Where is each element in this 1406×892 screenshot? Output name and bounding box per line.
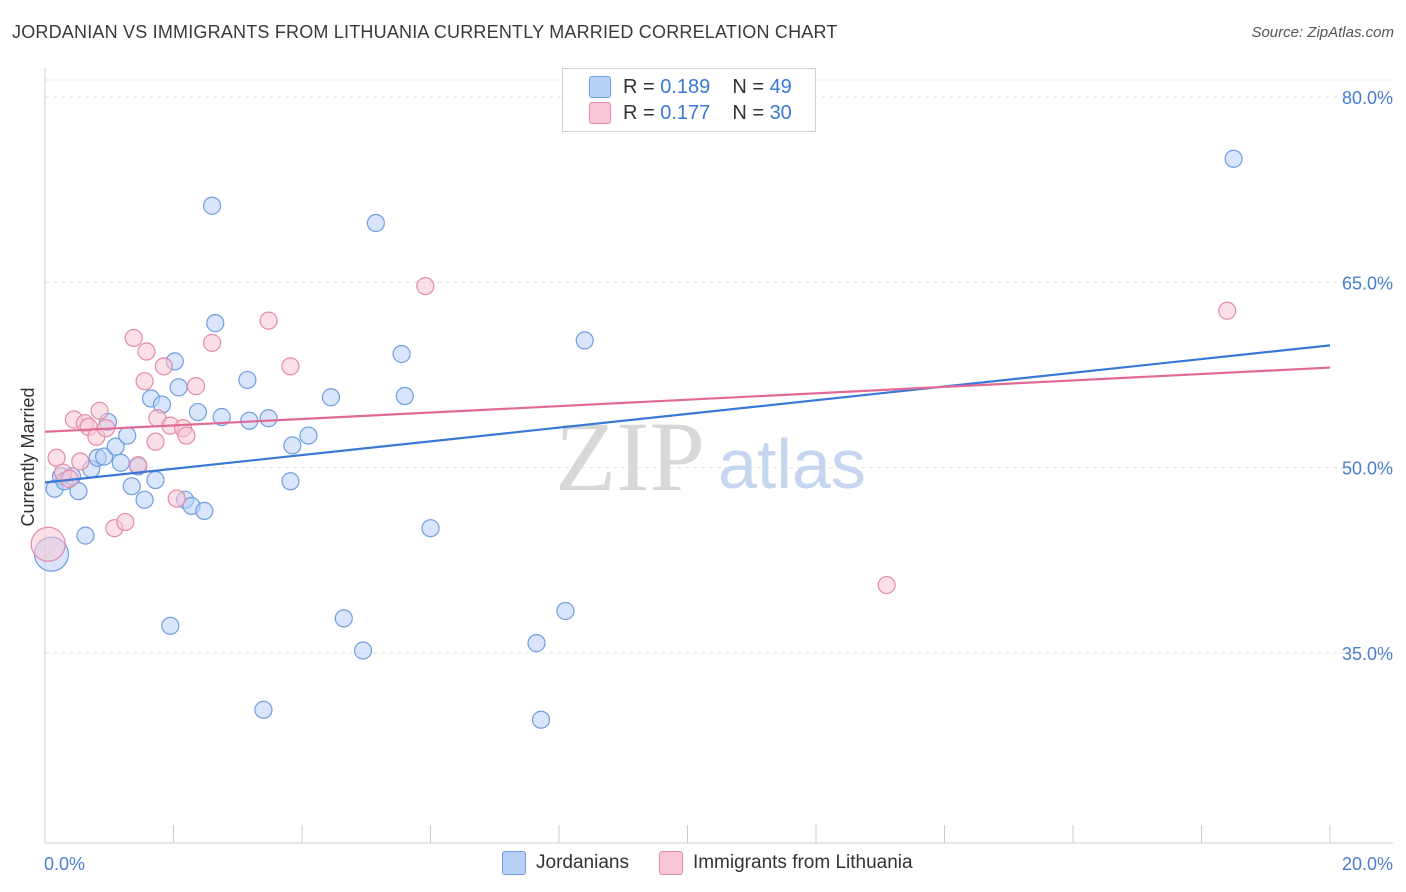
point-lithuania bbox=[90, 401, 109, 420]
point-jordanians bbox=[135, 490, 154, 509]
series-legend-jordanians[interactable]: Jordanians bbox=[502, 851, 629, 875]
point-lithuania bbox=[167, 489, 186, 508]
series-legend: Jordanians Immigrants from Lithuania bbox=[502, 851, 943, 875]
point-lithuania bbox=[877, 575, 896, 595]
point-jordanians bbox=[206, 314, 225, 333]
series-legend-lithuania[interactable]: Immigrants from Lithuania bbox=[658, 851, 913, 875]
point-jordanians bbox=[353, 641, 373, 660]
legend-row-jordanians: R = 0.189 N = 49 bbox=[589, 75, 792, 99]
point-jordanians bbox=[95, 447, 114, 466]
point-lithuania bbox=[116, 512, 135, 532]
series-label-lithuania: Immigrants from Lithuania bbox=[692, 852, 913, 873]
point-jordanians bbox=[111, 453, 130, 472]
point-jordanians bbox=[195, 501, 214, 521]
y-tick-label: 35.0% bbox=[1342, 644, 1393, 664]
point-jordanians bbox=[169, 378, 188, 397]
point-jordanians bbox=[527, 634, 546, 653]
y-tick-label: 80.0% bbox=[1342, 88, 1393, 108]
point-jordanians bbox=[366, 213, 385, 233]
point-jordanians bbox=[531, 710, 551, 729]
legend-r-label: R = bbox=[623, 101, 661, 124]
point-lithuania bbox=[281, 357, 300, 376]
point-jordanians bbox=[238, 370, 257, 390]
point-jordanians bbox=[118, 426, 137, 445]
axes bbox=[44, 68, 1393, 844]
point-jordanians bbox=[395, 386, 414, 406]
point-jordanians bbox=[122, 477, 141, 496]
point-lithuania bbox=[416, 276, 435, 296]
point-jordanians bbox=[146, 470, 165, 490]
point-lithuania bbox=[1218, 301, 1237, 320]
point-lithuania bbox=[154, 357, 173, 376]
legend-n-label: N = bbox=[732, 75, 770, 98]
trend-line-lithuania bbox=[44, 366, 1331, 433]
y-tick-label: 50.0% bbox=[1342, 459, 1393, 479]
gridlines bbox=[45, 79, 1393, 654]
legend-n-value: 30 bbox=[769, 101, 792, 124]
point-jordanians bbox=[259, 409, 278, 428]
series-swatch-jordanians bbox=[502, 851, 526, 875]
point-lithuania bbox=[71, 452, 90, 471]
legend-swatch-jordanians bbox=[589, 76, 611, 98]
legend-r-label: R = bbox=[623, 75, 661, 98]
watermark-atlas: atlas bbox=[718, 425, 866, 503]
series-label-jordanians: Jordanians bbox=[536, 852, 629, 873]
y-axis-title: Currently Married bbox=[18, 387, 38, 526]
point-jordanians bbox=[76, 526, 95, 545]
point-jordanians bbox=[575, 331, 594, 350]
trend-line-jordanians bbox=[44, 344, 1331, 484]
point-jordanians bbox=[334, 609, 353, 628]
point-lithuania bbox=[186, 377, 206, 396]
legend-r-value: 0.189 bbox=[660, 75, 711, 98]
point-lithuania bbox=[137, 342, 156, 361]
point-jordanians bbox=[556, 601, 575, 621]
point-jordanians bbox=[188, 402, 208, 422]
legend-r-value: 0.177 bbox=[660, 101, 711, 124]
point-jordanians bbox=[202, 196, 222, 215]
stats-legend: R = 0.189 N = 49 R = 0.177 N = 30 bbox=[562, 68, 816, 132]
trend-lines bbox=[44, 344, 1331, 484]
point-jordanians bbox=[283, 436, 302, 455]
watermark: ZIP atlas bbox=[555, 401, 866, 512]
source-attribution: Source: ZipAtlas.com bbox=[1251, 24, 1394, 41]
point-jordanians bbox=[281, 472, 300, 491]
y-tick-label: 65.0% bbox=[1342, 273, 1393, 293]
point-jordanians bbox=[254, 700, 273, 719]
x-tick-label-min: 0.0% bbox=[44, 854, 85, 874]
point-jordanians bbox=[212, 407, 231, 427]
point-lithuania bbox=[259, 311, 278, 330]
tick-labels: 35.0% 50.0% 65.0% 80.0% 0.0% 20.0% bbox=[44, 88, 1393, 874]
point-jordanians bbox=[392, 344, 411, 364]
x-tick-label-max: 20.0% bbox=[1342, 854, 1393, 874]
point-lithuania bbox=[146, 432, 165, 451]
point-lithuania bbox=[124, 328, 143, 348]
point-jordanians bbox=[299, 426, 318, 445]
point-jordanians bbox=[1224, 149, 1243, 168]
point-jordanians bbox=[106, 437, 125, 456]
point-jordanians bbox=[421, 519, 440, 538]
legend-swatch-lithuania bbox=[589, 102, 611, 124]
legend-n-label: N = bbox=[732, 101, 770, 124]
legend-row-lithuania: R = 0.177 N = 30 bbox=[589, 101, 792, 125]
point-lithuania bbox=[135, 372, 154, 391]
point-lithuania bbox=[177, 426, 196, 445]
watermark-zip: ZIP bbox=[555, 401, 705, 512]
legend-n-value: 49 bbox=[769, 75, 792, 98]
point-lithuania bbox=[129, 456, 148, 475]
chart-title: JORDANIAN VS IMMIGRANTS FROM LITHUANIA C… bbox=[12, 22, 838, 42]
point-jordanians bbox=[161, 616, 180, 635]
series-swatch-lithuania bbox=[658, 851, 683, 875]
point-lithuania bbox=[202, 333, 222, 352]
point-lithuania bbox=[30, 526, 66, 562]
point-jordanians bbox=[69, 482, 88, 501]
point-jordanians bbox=[321, 388, 341, 407]
